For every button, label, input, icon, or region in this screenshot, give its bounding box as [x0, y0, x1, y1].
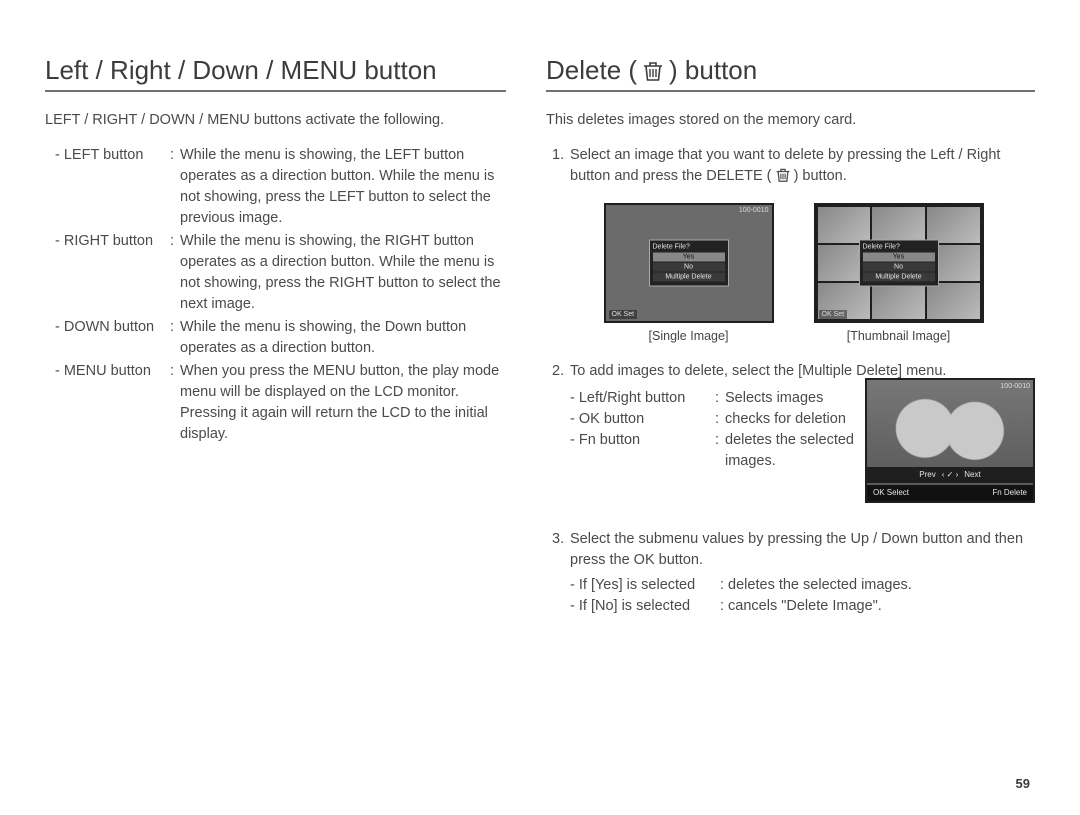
dialog-opt-no: No	[653, 263, 725, 272]
lcd-single: 100-0010 Delete File? Yes No Multiple De…	[604, 203, 774, 323]
caption-thumbnail: [Thumbnail Image]	[847, 329, 951, 343]
left-section-title: Left / Right / Down / MENU button	[45, 55, 506, 92]
numbered-steps: 1. Select an image that you want to dele…	[546, 145, 1035, 617]
nav-bar: Prev ‹ ✓ › Next	[867, 467, 1033, 483]
cond-yes: - If [Yes] is selected : deletes the sel…	[570, 575, 1035, 596]
single-image-screen: 100-0010 Delete File? Yes No Multiple De…	[604, 203, 774, 343]
lcd-counter: 100-0010	[739, 207, 769, 214]
lcd-screenshots-row: 100-0010 Delete File? Yes No Multiple De…	[552, 203, 1035, 343]
step2-button-defs: - Left/Right button : Selects images - O…	[570, 388, 855, 472]
step-1: 1. Select an image that you want to dele…	[552, 145, 1035, 187]
def-down-button: - DOWN button : While the menu is showin…	[55, 317, 506, 359]
cond-no: - If [No] is selected : cancels "Delete …	[570, 596, 1035, 617]
lcd-multiple-delete: 100-0010 Prev ‹ ✓ › Next OK Select Fn De…	[865, 378, 1035, 503]
def-ok-button: - OK button : checks for deletion	[570, 409, 855, 430]
trash-icon	[776, 167, 790, 183]
def-left-button: - LEFT button : While the menu is showin…	[55, 145, 506, 229]
right-column: Delete ( ) button This deletes images st…	[546, 55, 1035, 627]
thumbnail-image-screen: Delete File? Yes No Multiple Delete OK S…	[814, 203, 984, 343]
def-right-button: - RIGHT button : While the menu is showi…	[55, 231, 506, 315]
delete-dialog: Delete File? Yes No Multiple Delete	[649, 240, 729, 287]
trash-icon	[643, 60, 663, 82]
step-2: 2. To add images to delete, select the […	[552, 361, 1035, 503]
manual-page: Left / Right / Down / MENU button LEFT /…	[0, 0, 1080, 815]
delete-dialog: Delete File? Yes No Multiple Delete	[859, 240, 939, 287]
two-column-layout: Left / Right / Down / MENU button LEFT /…	[45, 55, 1035, 627]
def-fn-button: - Fn button : deletes the selected image…	[570, 430, 855, 472]
thumb	[818, 207, 871, 243]
condition-list: - If [Yes] is selected : deletes the sel…	[570, 575, 1035, 617]
left-intro: LEFT / RIGHT / DOWN / MENU buttons activ…	[45, 110, 506, 131]
lcd-thumbnail: Delete File? Yes No Multiple Delete OK S…	[814, 203, 984, 323]
portrait-footer: OK Select Fn Delete	[867, 485, 1033, 501]
lcd-footer: OK Set	[609, 310, 638, 319]
page-number: 59	[1016, 776, 1030, 791]
button-definitions: - LEFT button : While the menu is showin…	[45, 145, 506, 445]
def-lr-button: - Left/Right button : Selects images	[570, 388, 855, 409]
step-3: 3. Select the submenu values by pressing…	[552, 529, 1035, 617]
right-section-title: Delete ( ) button	[546, 55, 1035, 92]
dialog-opt-multi: Multiple Delete	[653, 273, 725, 282]
def-menu-button: - MENU button : When you press the MENU …	[55, 361, 506, 445]
right-intro: This deletes images stored on the memory…	[546, 110, 1035, 131]
caption-single: [Single Image]	[649, 329, 729, 343]
dialog-opt-yes: Yes	[653, 253, 725, 262]
left-column: Left / Right / Down / MENU button LEFT /…	[45, 55, 506, 627]
